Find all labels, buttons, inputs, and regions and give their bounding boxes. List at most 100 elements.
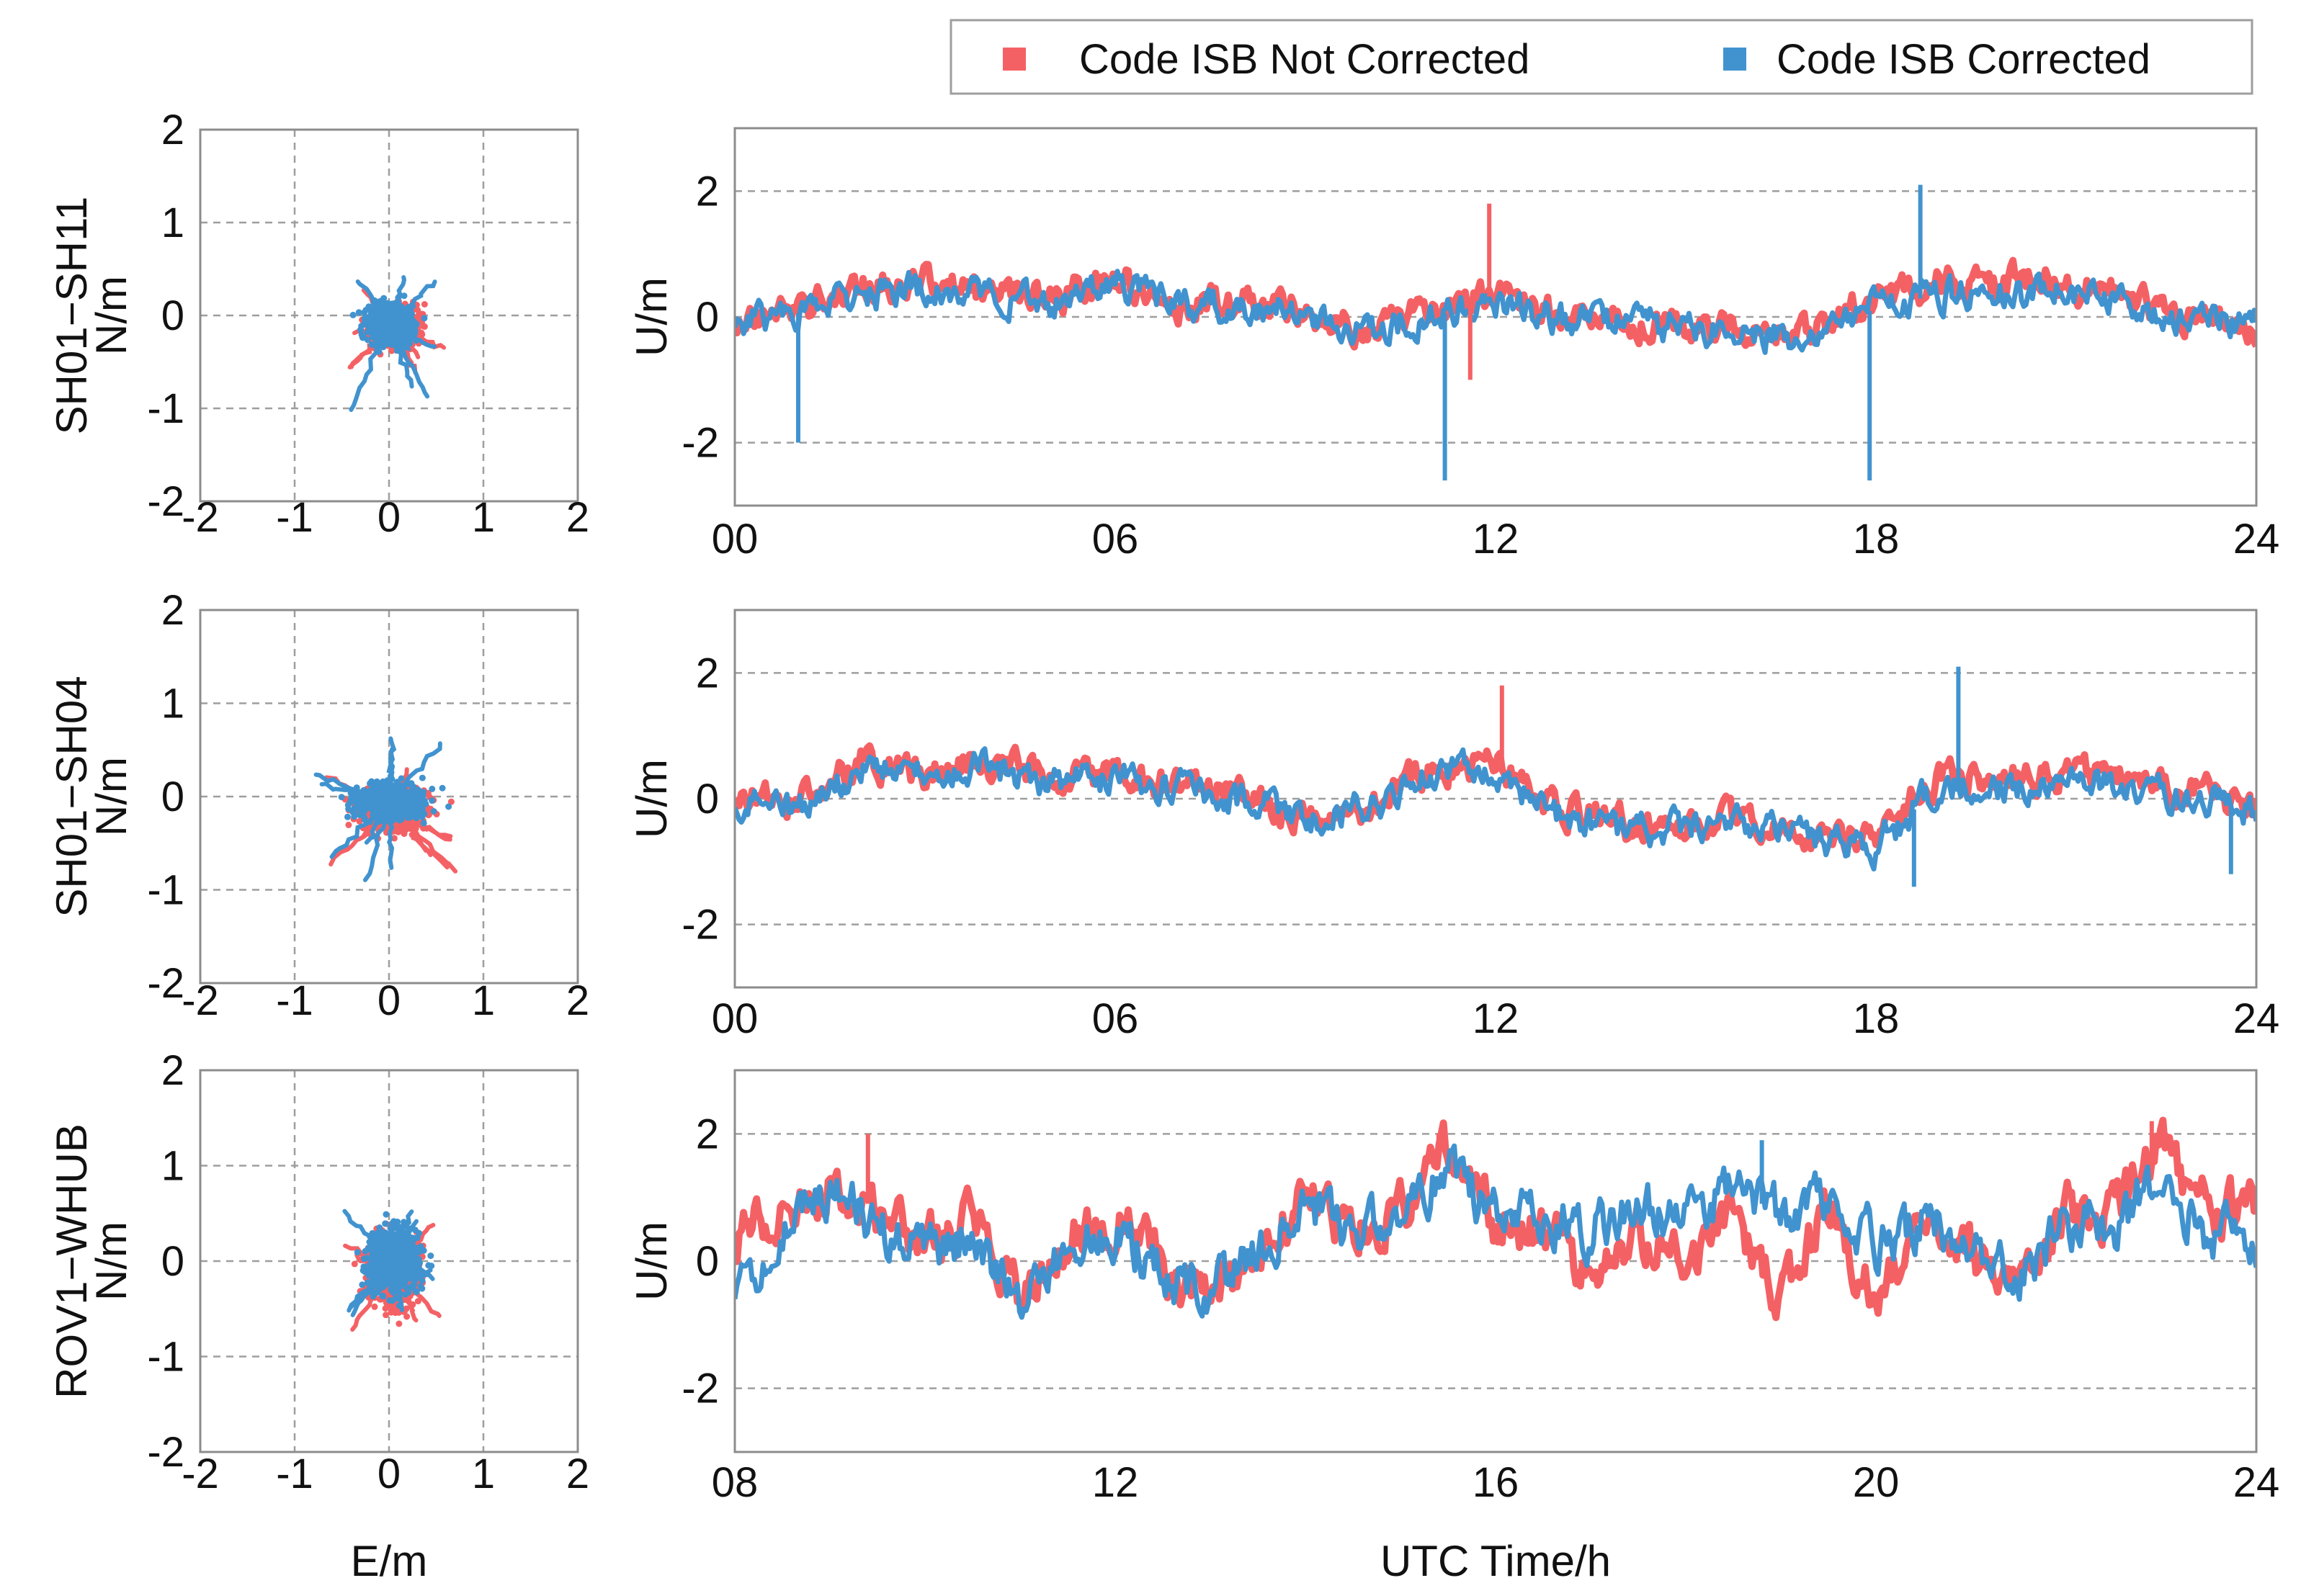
x-tick-label: 12	[1473, 516, 1519, 562]
time-xlabel: UTC Time/h	[1380, 1537, 1611, 1585]
scatter-point	[403, 1313, 411, 1320]
y-tick-label: 0	[696, 294, 719, 341]
x-tick-label: 18	[1853, 516, 1900, 562]
scatter-point	[372, 312, 378, 319]
scatter-streak	[329, 799, 391, 859]
scatter-point	[387, 340, 394, 346]
scatter-point	[367, 780, 374, 787]
scatter-point	[421, 301, 428, 308]
scatter-streak	[362, 799, 391, 882]
scatter-streak	[387, 279, 437, 327]
x-tick-label: 24	[2233, 995, 2280, 1042]
scatter-point	[390, 1304, 398, 1312]
scatter-point	[439, 784, 446, 792]
y-tick-label: 1	[161, 200, 184, 246]
x-tick-label: 24	[2233, 516, 2280, 562]
scatter-point	[364, 318, 371, 325]
y-tick-label: 2	[161, 587, 184, 634]
legend-label-not-corrected: Code ISB Not Corrected	[1079, 36, 1529, 83]
x-tick-label: 0	[377, 494, 401, 541]
scatter-point	[408, 782, 416, 789]
scatter-point	[406, 789, 414, 795]
x-tick-label: 12	[1473, 995, 1519, 1042]
series-ylabel-2: U/m	[627, 759, 676, 838]
y-tick-label: 0	[696, 776, 719, 822]
x-tick-label: -2	[182, 977, 219, 1024]
scatter-cluster-corrected	[313, 736, 452, 882]
x-tick-label: 00	[712, 516, 759, 562]
scatter-point	[345, 821, 352, 828]
x-tick-label: -1	[276, 977, 313, 1024]
x-tick-label: 2	[566, 977, 589, 1024]
scatter-point	[416, 807, 423, 815]
y-tick-label: -1	[147, 867, 184, 914]
scatter-point	[401, 292, 408, 300]
scatter-streak	[385, 799, 395, 870]
scatter-point	[410, 320, 417, 327]
scatter-point	[365, 303, 372, 310]
scatter-point	[429, 797, 436, 804]
scatter-point	[396, 1320, 403, 1327]
scatter-point	[344, 813, 351, 820]
row-label-2: SH01−SH04	[48, 676, 96, 917]
plot-frame	[199, 128, 579, 503]
scatter-point	[395, 828, 402, 835]
scatter-point	[390, 835, 398, 842]
scatter-point	[351, 813, 358, 820]
series-line-corrected	[735, 746, 2256, 871]
scatter-point	[404, 814, 411, 821]
scatter-point	[383, 1312, 390, 1319]
scatter-streak	[387, 275, 407, 327]
x-tick-label: 2	[566, 494, 589, 541]
scatter-point	[380, 300, 386, 308]
scatter-point	[414, 1298, 421, 1305]
x-tick-label: 1	[472, 494, 495, 541]
scatter-streak	[385, 747, 396, 804]
plot-area	[342, 1209, 442, 1332]
scatter-point	[377, 784, 384, 792]
y-tick-label: 2	[696, 168, 719, 215]
series-line-corrected	[735, 269, 2256, 355]
y-tick-label: -2	[147, 478, 184, 525]
legend: Code ISB Not Corrected Code ISB Correcte…	[950, 19, 2253, 95]
plot-area	[313, 736, 458, 882]
scatter-point	[372, 784, 379, 792]
scatter-xlabel: E/m	[351, 1537, 428, 1585]
scatter-streak	[313, 772, 391, 804]
scatter-point	[367, 803, 374, 810]
scatter-streak	[355, 279, 391, 327]
plot-area	[347, 275, 447, 412]
scatter-point	[390, 801, 397, 808]
scatter-streak	[387, 741, 442, 804]
scatter-point	[445, 803, 452, 810]
plot-frame	[733, 609, 2258, 989]
scatter-point	[349, 311, 357, 318]
scatter-point	[368, 341, 375, 348]
row-label-1: SH01−SH11	[48, 197, 96, 435]
scatter-point	[407, 807, 414, 815]
y-tick-label: -2	[682, 420, 719, 467]
scatter-point	[357, 327, 365, 334]
plot-area	[735, 184, 2256, 481]
scatter-streak	[351, 793, 391, 806]
x-tick-label: 18	[1853, 995, 1900, 1042]
scatter-streak	[374, 322, 391, 355]
scatter-point	[429, 785, 436, 792]
scatter-point	[356, 817, 363, 825]
scatter-point	[420, 820, 427, 827]
scatter-point	[421, 315, 428, 322]
y-tick-label: -2	[147, 960, 184, 1007]
y-tick-label: 0	[161, 292, 184, 339]
scatter-point	[361, 814, 368, 821]
scatter-point	[382, 1305, 389, 1312]
plot-frame	[199, 609, 579, 985]
plot-frame	[733, 127, 2258, 507]
y-tick-label: 2	[696, 650, 719, 696]
scatter-point	[359, 333, 366, 341]
row-label-3: ROV1−WHUB	[48, 1124, 96, 1399]
